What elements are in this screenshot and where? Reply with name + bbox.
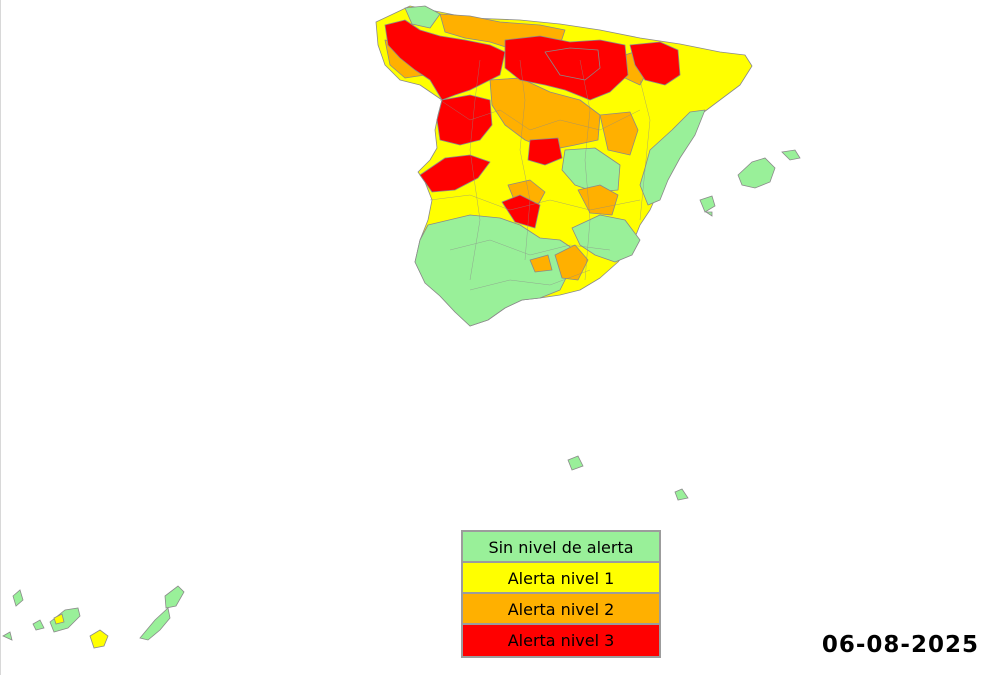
region-sw-none [414, 214, 576, 327]
canary-el-hierro [2, 631, 13, 641]
map-date: 06-08-2025 [821, 632, 979, 658]
canary-lanzarote [164, 585, 185, 609]
region-northwest-level3 [384, 19, 506, 101]
canary-la-gomera [32, 619, 45, 631]
region-rioja-level3 [544, 47, 601, 81]
island-formentera [704, 211, 713, 217]
island-small-2 [674, 488, 689, 501]
canary-la-palma [12, 589, 24, 607]
canary-fuerteventura [139, 607, 171, 641]
legend-level3: Alerta nivel 3 [463, 625, 659, 656]
region-zamora-level3 [419, 154, 491, 193]
legend-level2: Alerta nivel 2 [463, 594, 659, 625]
canary-gran-canaria [89, 629, 109, 649]
island-mallorca [737, 157, 776, 189]
region-galicia-none [404, 5, 441, 29]
region-south-level2 [554, 244, 589, 281]
island-ibiza [699, 195, 716, 213]
region-south2-level2 [529, 254, 553, 273]
region-leon-level3 [436, 94, 493, 146]
region-navarra-level3 [629, 41, 681, 86]
region-east-none [639, 109, 706, 206]
region-avila-level3 [527, 137, 563, 166]
canary-tenerife [49, 607, 81, 633]
legend: Sin nivel de alerta Alerta nivel 1 Alert… [461, 530, 661, 658]
canary-tenerife-alert [53, 613, 65, 625]
legend-none: Sin nivel de alerta [463, 532, 659, 563]
region-se-none [571, 214, 641, 263]
legend-level1: Alerta nivel 1 [463, 563, 659, 594]
region-ribera-level2 [599, 111, 639, 156]
island-small-1 [567, 455, 584, 471]
region-toledo-level3 [501, 194, 541, 229]
island-menorca [781, 149, 801, 161]
